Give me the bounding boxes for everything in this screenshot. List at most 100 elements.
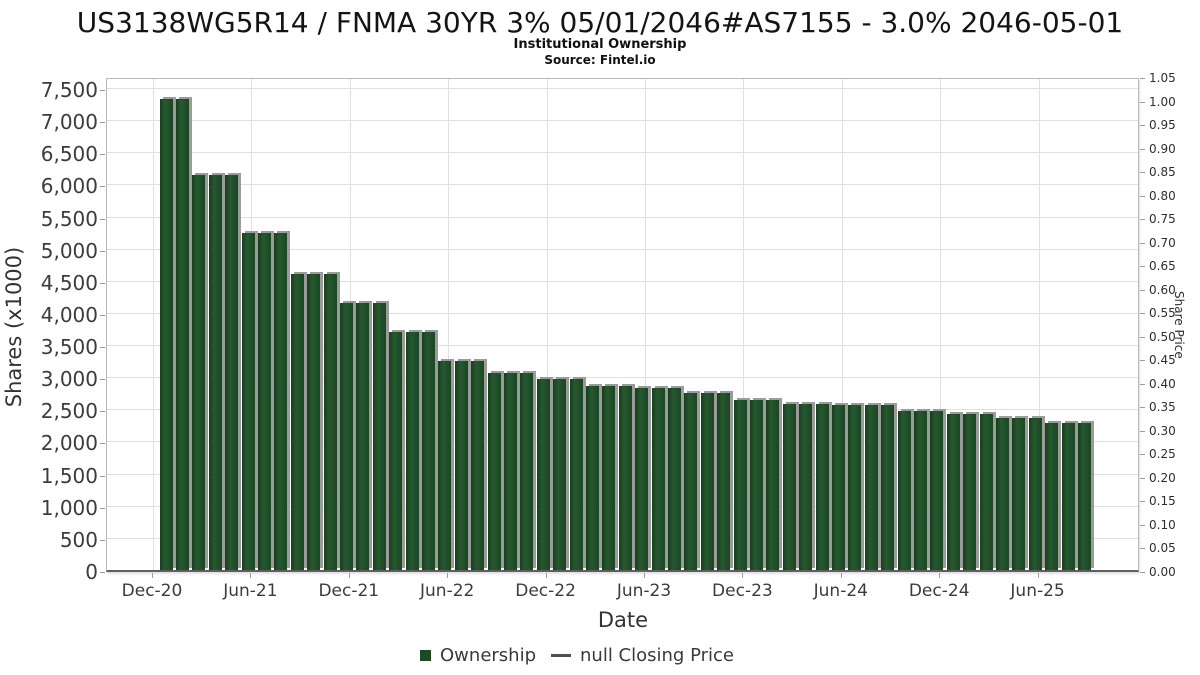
- ownership-bar[interactable]: [864, 405, 878, 570]
- ownership-bar[interactable]: [454, 360, 468, 570]
- y-axis-tick-mark: [100, 250, 105, 252]
- ownership-bar[interactable]: [1077, 423, 1091, 570]
- y2-axis-tick-label: 0.60: [1149, 282, 1176, 297]
- ownership-bar[interactable]: [257, 232, 271, 570]
- plot-area[interactable]: [106, 78, 1139, 572]
- ownership-bar[interactable]: [881, 405, 895, 570]
- ownership-bar[interactable]: [438, 360, 452, 570]
- x-gridline: [841, 79, 843, 570]
- legend-item-ownership[interactable]: Ownership: [420, 645, 536, 666]
- y2-axis-tick-label: 0.05: [1149, 541, 1176, 556]
- ownership-bar[interactable]: [372, 302, 386, 570]
- y-gridline: [107, 184, 1138, 186]
- ownership-bar[interactable]: [979, 414, 993, 570]
- ownership-bar[interactable]: [733, 400, 747, 570]
- ownership-bar[interactable]: [749, 400, 763, 570]
- y2-axis-tick-mark: [1140, 125, 1145, 127]
- ownership-bar[interactable]: [389, 331, 403, 570]
- ownership-bar[interactable]: [667, 388, 681, 570]
- y2-axis-tick-mark: [1140, 242, 1145, 244]
- ownership-bar[interactable]: [208, 174, 222, 570]
- x-axis-tick-mark: [939, 573, 941, 578]
- ownership-bar[interactable]: [782, 404, 796, 570]
- ownership-bar[interactable]: [831, 405, 845, 570]
- ownership-bar[interactable]: [339, 302, 353, 570]
- ownership-bar[interactable]: [815, 404, 829, 570]
- x-axis-tick-mark: [447, 573, 449, 578]
- ownership-bar[interactable]: [946, 414, 960, 570]
- ownership-bar[interactable]: [963, 414, 977, 570]
- y2-axis-tick-mark: [1140, 430, 1145, 432]
- ownership-bar[interactable]: [913, 410, 927, 570]
- ownership-bar[interactable]: [536, 379, 550, 570]
- x-axis-tick-mark: [348, 573, 350, 578]
- ownership-bar[interactable]: [487, 372, 501, 570]
- y2-axis-tick-mark: [1140, 548, 1145, 550]
- ownership-bar[interactable]: [1061, 423, 1075, 570]
- ownership-bar[interactable]: [192, 174, 206, 570]
- y2-axis-tick-label: 0.25: [1149, 447, 1176, 462]
- ownership-bar[interactable]: [651, 388, 665, 570]
- ownership-bar[interactable]: [241, 232, 255, 570]
- y2-axis-tick-label: 1.05: [1149, 71, 1176, 85]
- ownership-bar[interactable]: [175, 98, 189, 570]
- ownership-bar[interactable]: [635, 388, 649, 570]
- ownership-bar[interactable]: [766, 400, 780, 570]
- ownership-bar[interactable]: [323, 274, 337, 570]
- y-axis-tick-label: 1,000: [40, 495, 98, 520]
- y-axis-tick-label: 3,500: [40, 335, 98, 360]
- ownership-bar[interactable]: [405, 331, 419, 570]
- ownership-bar[interactable]: [897, 410, 911, 570]
- ownership-bar[interactable]: [848, 405, 862, 570]
- x-axis-tick-label: Dec-24: [908, 581, 970, 601]
- ownership-bar[interactable]: [585, 385, 599, 570]
- y2-axis-tick-label: 0.80: [1149, 188, 1176, 203]
- ownership-bar[interactable]: [503, 372, 517, 570]
- y-axis-tick-mark: [100, 347, 105, 349]
- y2-axis-tick-label: 1.00: [1149, 94, 1176, 109]
- legend-label-ownership: Ownership: [440, 645, 537, 666]
- ownership-bar[interactable]: [799, 404, 813, 570]
- ownership-bar[interactable]: [1045, 423, 1059, 570]
- y-axis-tick-mark: [100, 443, 105, 445]
- ownership-bar[interactable]: [684, 392, 698, 570]
- x-gridline: [743, 79, 745, 570]
- ownership-bar[interactable]: [356, 302, 370, 570]
- x-axis-title: Date: [597, 608, 649, 632]
- ownership-bar[interactable]: [421, 331, 435, 570]
- ownership-bar[interactable]: [717, 392, 731, 570]
- ownership-bar[interactable]: [274, 232, 288, 570]
- y2-axis-tick-mark: [1140, 266, 1145, 268]
- ownership-bar[interactable]: [1028, 417, 1042, 570]
- ownership-bar[interactable]: [1012, 417, 1026, 570]
- ownership-bar[interactable]: [159, 98, 173, 570]
- ownership-bar[interactable]: [602, 385, 616, 570]
- x-gridline: [1038, 79, 1040, 570]
- ownership-bar[interactable]: [225, 174, 239, 570]
- ownership-bar[interactable]: [569, 379, 583, 570]
- y-axis-tick-mark: [100, 186, 105, 188]
- y2-axis-tick-label: 0.65: [1149, 259, 1176, 274]
- y2-axis-tick-mark: [1140, 360, 1145, 362]
- y2-axis-tick-mark: [1140, 289, 1145, 291]
- y2-axis-tick-mark: [1140, 336, 1145, 338]
- legend-item-closing-price[interactable]: null Closing Price: [545, 645, 734, 666]
- y2-axis-tick-label: 0.75: [1149, 212, 1176, 227]
- ownership-bar[interactable]: [307, 274, 321, 570]
- ownership-bar[interactable]: [618, 385, 632, 570]
- y2-axis-tick-label: 0.30: [1149, 423, 1176, 438]
- ownership-bar[interactable]: [995, 417, 1009, 570]
- ownership-bar[interactable]: [290, 274, 304, 570]
- ownership-bar[interactable]: [930, 410, 944, 570]
- x-gridline: [940, 79, 942, 570]
- x-axis-tick-label: Jun-25: [1010, 581, 1065, 601]
- y2-axis-tick-label: 0.10: [1149, 517, 1176, 532]
- ownership-bar[interactable]: [700, 392, 714, 570]
- ownership-bar[interactable]: [553, 379, 567, 570]
- y2-axis-tick-mark: [1140, 172, 1145, 174]
- ownership-bar[interactable]: [520, 372, 534, 570]
- legend-label-closing-price: null Closing Price: [580, 645, 734, 666]
- y-axis-tick-label: 1,500: [40, 463, 98, 488]
- y-axis-tick-label: 6,000: [40, 174, 98, 199]
- ownership-bar[interactable]: [471, 360, 485, 570]
